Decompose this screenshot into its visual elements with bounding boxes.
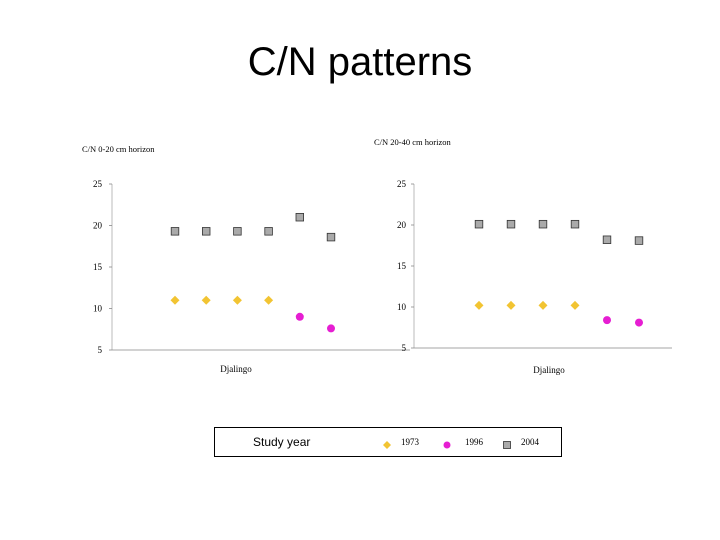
chart1-point-2004-1: [170, 227, 180, 236]
chart1-tick-label-10: 10: [93, 304, 103, 314]
chart2-tick-label-5: 5: [402, 343, 407, 353]
chart1-tick-label-25: 25: [93, 179, 103, 189]
chart2-point-2004-1: [474, 219, 484, 229]
chart1-tick-label-5: 5: [98, 345, 103, 355]
chart2-point-2004-4: [570, 219, 580, 229]
legend-marker-2004: [503, 441, 511, 449]
legend-title: Study year: [253, 435, 311, 449]
chart2-point-1973-3: [538, 300, 548, 310]
chart2-point-1996-2: [635, 318, 643, 327]
chart2-point-2004-3: [538, 219, 548, 229]
chart1-point-1973-2: [201, 295, 211, 305]
chart1-point-1973-4: [264, 295, 274, 305]
chart1-point-1973-1: [170, 295, 180, 305]
chart1-x-label: Djalingo: [220, 364, 252, 374]
chart2-point-2004-5: [602, 235, 612, 244]
legend-marker-1973: [383, 441, 391, 449]
chart1-point-2004-4: [264, 227, 273, 236]
chart1-point-2004-2: [201, 227, 211, 236]
chart2-tick-label-10: 10: [397, 302, 407, 312]
chart2-point-1973-4: [570, 300, 580, 310]
legend-label-1973: 1973: [401, 437, 419, 447]
legend-label-2004: 2004: [521, 437, 539, 447]
chart2-tick-label-20: 20: [397, 220, 407, 230]
legend-marker-1996: [443, 441, 451, 449]
chart1-tick-label-20: 20: [93, 221, 103, 231]
chart2-point-1973-2: [506, 300, 516, 310]
chart1-point-2004-3: [233, 227, 242, 236]
chart2-tick-label-25: 25: [397, 179, 407, 189]
chart1-tick-label-15: 15: [93, 262, 103, 272]
chart1-point-2004-6: [326, 232, 336, 242]
chart1-point-2004-5: [295, 212, 304, 222]
chart2-point-1996-1: [603, 316, 611, 325]
chart2-x-label: Djalingo: [533, 365, 565, 375]
chart2-tick-label-15: 15: [397, 261, 407, 271]
chart2-point-2004-6: [634, 236, 644, 245]
chart2-point-1973-1: [474, 300, 484, 310]
chart1-point-1996-2: [327, 324, 335, 333]
legend-label-1996: 1996: [465, 437, 483, 447]
chart2-title: C/N 20-40 cm horizon: [374, 137, 451, 147]
chart2-point-2004-2: [506, 219, 516, 229]
chart1-point-1996-1: [295, 312, 304, 321]
chart1-title: C/N 0-20 cm horizon: [82, 144, 155, 154]
chart1-point-1973-3: [232, 295, 242, 305]
legend: Study year 1973 1996 2004: [214, 427, 562, 457]
page-title: C/N patterns: [247, 40, 473, 84]
